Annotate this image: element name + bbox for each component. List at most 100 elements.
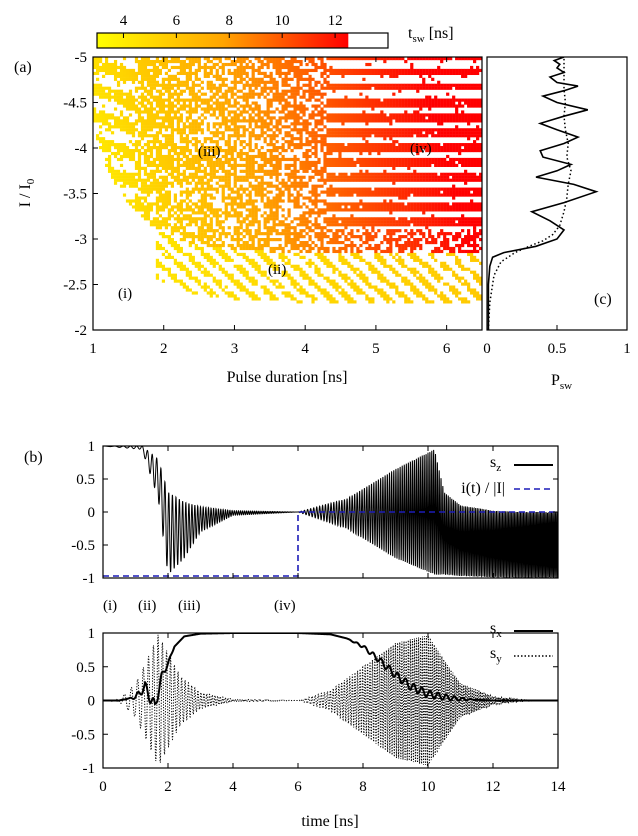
heatmap-cell bbox=[98, 137, 103, 141]
heatmap-cell bbox=[419, 229, 423, 233]
heatmap-cell bbox=[335, 57, 339, 61]
heatmap-cell bbox=[380, 208, 384, 212]
heatmap-cell bbox=[332, 104, 336, 108]
heatmap-cell bbox=[293, 107, 297, 111]
heatmap-cell bbox=[245, 291, 249, 295]
heatmap-cell bbox=[143, 107, 148, 111]
heatmap-cell bbox=[332, 267, 336, 271]
heatmap-cell bbox=[170, 243, 174, 248]
heatmap-cell bbox=[206, 223, 210, 227]
heatmap-cell bbox=[422, 205, 426, 209]
heatmap-cell bbox=[173, 89, 177, 93]
heatmap-cell bbox=[326, 217, 330, 221]
heatmap-cell bbox=[113, 125, 118, 129]
heatmap-cell bbox=[122, 65, 127, 70]
heatmap-cell bbox=[281, 77, 285, 81]
heatmap-cell bbox=[356, 157, 360, 162]
heatmap-cell bbox=[152, 62, 157, 67]
heatmap-cell bbox=[176, 226, 180, 230]
heatmap-cell bbox=[341, 148, 345, 153]
heatmap-cell bbox=[125, 148, 130, 153]
heatmap-cell bbox=[410, 285, 414, 289]
heatmap-cell bbox=[422, 128, 426, 132]
heatmap-cell bbox=[119, 77, 124, 81]
heatmap-cell bbox=[191, 119, 195, 123]
heatmap-cell bbox=[419, 261, 423, 265]
heatmap-cell bbox=[380, 273, 384, 277]
heatmap-cell bbox=[323, 226, 327, 230]
heatmap-cell bbox=[341, 116, 345, 120]
heatmap-cell bbox=[410, 220, 414, 224]
heatmap-cell bbox=[188, 232, 192, 236]
heatmap-cell bbox=[224, 77, 228, 81]
heatmap-cell bbox=[212, 113, 216, 117]
heatmap-cell bbox=[314, 184, 318, 188]
heatmap-cell bbox=[242, 57, 246, 61]
heatmap-cell bbox=[140, 178, 145, 182]
heatmap-cell bbox=[314, 137, 318, 141]
heatmap-cell bbox=[428, 83, 432, 87]
heatmap-cell bbox=[344, 175, 348, 179]
heatmap-cell bbox=[395, 252, 399, 257]
heatmap-cell bbox=[101, 74, 106, 78]
heatmap-cell bbox=[314, 104, 318, 108]
heatmap-cell bbox=[392, 101, 396, 105]
heatmap-cell bbox=[425, 208, 429, 212]
heatmap-cell bbox=[386, 208, 390, 212]
heatmap-cell bbox=[419, 143, 423, 147]
heatmap-cell bbox=[257, 249, 261, 254]
heatmap-cell bbox=[248, 83, 252, 87]
heatmap-cell bbox=[275, 160, 279, 165]
heatmap-cell bbox=[266, 291, 270, 295]
heatmap-cell bbox=[164, 57, 169, 61]
heatmap-cell bbox=[170, 134, 174, 138]
heatmap-cell bbox=[176, 172, 180, 176]
heatmap-cell bbox=[212, 258, 216, 262]
heatmap-cell bbox=[365, 71, 369, 76]
heatmap-cell bbox=[335, 217, 339, 221]
heatmap-cell bbox=[425, 71, 429, 76]
heatmap-cell bbox=[362, 160, 366, 165]
heatmap-cell bbox=[377, 270, 381, 274]
heatmap-cell bbox=[146, 160, 151, 165]
heatmap-cell bbox=[197, 238, 201, 242]
heatmap-cell bbox=[389, 220, 393, 224]
heatmap-cell bbox=[368, 172, 372, 176]
heatmap-cell bbox=[431, 134, 435, 138]
heatmap-cell bbox=[308, 264, 312, 268]
heatmap-cell bbox=[425, 83, 429, 87]
heatmap-cell bbox=[143, 205, 148, 209]
heatmap-cell bbox=[383, 279, 387, 283]
heatmap-cell bbox=[230, 190, 234, 194]
heatmap-cell bbox=[122, 77, 127, 81]
heatmap-cell bbox=[440, 122, 444, 126]
heatmap-cell bbox=[176, 146, 180, 150]
heatmap-cell bbox=[212, 83, 216, 87]
heatmap-cell bbox=[314, 205, 318, 209]
heatmap-cell bbox=[413, 131, 417, 135]
heatmap-cell bbox=[143, 199, 148, 203]
heatmap-cell bbox=[326, 291, 330, 295]
heatmap-cell bbox=[260, 285, 264, 289]
heatmap-cell bbox=[263, 193, 267, 197]
heatmap-cell bbox=[260, 166, 264, 170]
heatmap-cell bbox=[338, 223, 342, 227]
heatmap-cell bbox=[290, 104, 294, 108]
heatmap-cell bbox=[374, 190, 378, 194]
heatmap-cell bbox=[410, 98, 414, 102]
heatmap-cell bbox=[407, 101, 411, 105]
heatmap-cell bbox=[395, 202, 399, 206]
heatmap-cell bbox=[197, 116, 201, 120]
heatmap-cell bbox=[335, 235, 339, 239]
heatmap-cell bbox=[248, 223, 252, 227]
heatmap-cell bbox=[386, 128, 390, 132]
heatmap-cell bbox=[203, 199, 207, 203]
heatmap-cell bbox=[215, 57, 219, 61]
heatmap-cell bbox=[257, 246, 261, 251]
heatmap-cell bbox=[314, 232, 318, 236]
heatmap-cell bbox=[158, 220, 163, 224]
heatmap-cell bbox=[203, 137, 207, 141]
heatmap-cell bbox=[260, 270, 264, 274]
heatmap-cell bbox=[293, 163, 297, 167]
heatmap-cell bbox=[422, 160, 426, 165]
